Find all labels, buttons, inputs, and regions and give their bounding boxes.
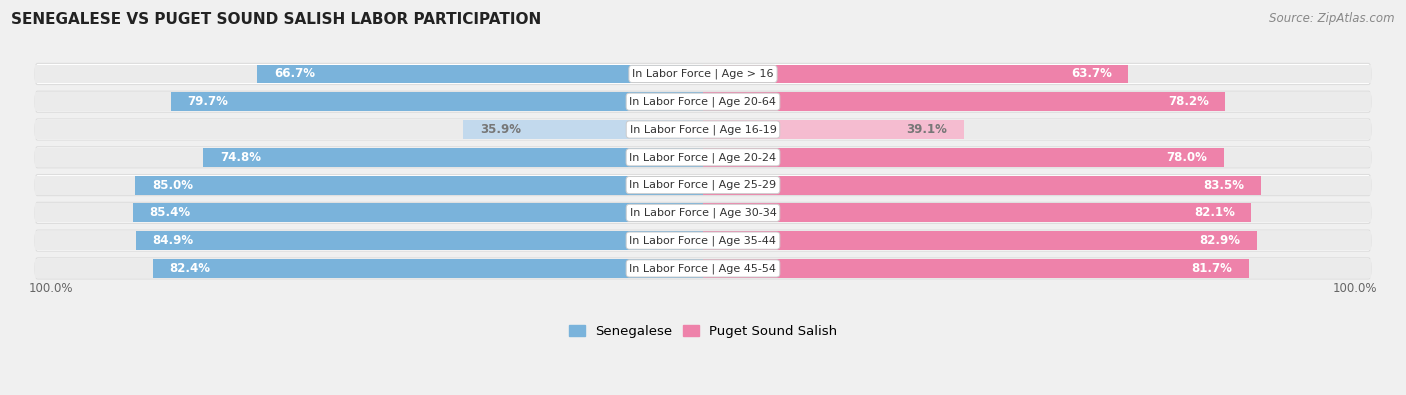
Bar	[170, 92, 703, 111]
Text: In Labor Force | Age 16-19: In Labor Force | Age 16-19	[630, 124, 776, 135]
Legend: Senegalese, Puget Sound Salish: Senegalese, Puget Sound Salish	[568, 325, 838, 338]
Text: 35.9%: 35.9%	[479, 123, 520, 136]
Bar	[703, 64, 1129, 83]
Bar	[35, 231, 703, 250]
Text: 82.1%: 82.1%	[1194, 206, 1234, 219]
Bar	[703, 148, 1225, 167]
Text: 84.9%: 84.9%	[153, 234, 194, 247]
Bar	[703, 176, 1261, 194]
FancyBboxPatch shape	[35, 91, 1371, 112]
FancyBboxPatch shape	[35, 175, 1371, 196]
Bar	[153, 259, 703, 278]
Text: 79.7%: 79.7%	[187, 95, 228, 108]
Bar	[703, 92, 1371, 111]
Text: 63.7%: 63.7%	[1071, 68, 1112, 81]
FancyBboxPatch shape	[35, 63, 1371, 85]
Text: 85.0%: 85.0%	[152, 179, 193, 192]
Text: 100.0%: 100.0%	[1333, 282, 1378, 295]
Text: In Labor Force | Age 45-54: In Labor Force | Age 45-54	[630, 263, 776, 274]
Bar	[35, 176, 703, 194]
Bar	[463, 120, 703, 139]
Bar	[703, 231, 1257, 250]
Text: 82.9%: 82.9%	[1199, 234, 1240, 247]
Text: In Labor Force | Age 25-29: In Labor Force | Age 25-29	[630, 180, 776, 190]
Bar	[703, 92, 1226, 111]
Bar	[703, 203, 1251, 222]
Text: 83.5%: 83.5%	[1204, 179, 1244, 192]
Bar	[703, 259, 1249, 278]
Text: In Labor Force | Age 30-34: In Labor Force | Age 30-34	[630, 208, 776, 218]
Text: 66.7%: 66.7%	[274, 68, 315, 81]
Bar	[703, 64, 1371, 83]
Bar	[35, 203, 703, 222]
Bar	[703, 148, 1371, 167]
Text: In Labor Force | Age 35-44: In Labor Force | Age 35-44	[630, 235, 776, 246]
Text: 82.4%: 82.4%	[169, 262, 211, 275]
Bar	[35, 64, 703, 83]
Bar	[35, 148, 703, 167]
Bar	[132, 203, 703, 222]
FancyBboxPatch shape	[35, 119, 1371, 140]
FancyBboxPatch shape	[35, 258, 1371, 279]
Bar	[35, 120, 703, 139]
Bar	[703, 259, 1371, 278]
FancyBboxPatch shape	[35, 230, 1371, 251]
Bar	[703, 231, 1371, 250]
FancyBboxPatch shape	[35, 202, 1371, 224]
Text: 39.1%: 39.1%	[907, 123, 948, 136]
Bar	[204, 148, 703, 167]
Bar	[703, 120, 965, 139]
Text: 78.0%: 78.0%	[1167, 151, 1208, 164]
Text: 78.2%: 78.2%	[1168, 95, 1209, 108]
Text: SENEGALESE VS PUGET SOUND SALISH LABOR PARTICIPATION: SENEGALESE VS PUGET SOUND SALISH LABOR P…	[11, 12, 541, 27]
Bar	[703, 120, 1371, 139]
Bar	[35, 92, 703, 111]
Bar	[257, 64, 703, 83]
Text: 74.8%: 74.8%	[221, 151, 262, 164]
Text: 85.4%: 85.4%	[149, 206, 190, 219]
Bar	[703, 176, 1371, 194]
Bar	[135, 176, 703, 194]
Text: In Labor Force | Age 20-64: In Labor Force | Age 20-64	[630, 96, 776, 107]
Text: In Labor Force | Age > 16: In Labor Force | Age > 16	[633, 69, 773, 79]
Text: Source: ZipAtlas.com: Source: ZipAtlas.com	[1270, 12, 1395, 25]
Bar	[703, 203, 1371, 222]
Bar	[136, 231, 703, 250]
Text: 81.7%: 81.7%	[1191, 262, 1232, 275]
Text: 100.0%: 100.0%	[28, 282, 73, 295]
FancyBboxPatch shape	[35, 147, 1371, 168]
Bar	[35, 259, 703, 278]
Text: In Labor Force | Age 20-24: In Labor Force | Age 20-24	[630, 152, 776, 163]
